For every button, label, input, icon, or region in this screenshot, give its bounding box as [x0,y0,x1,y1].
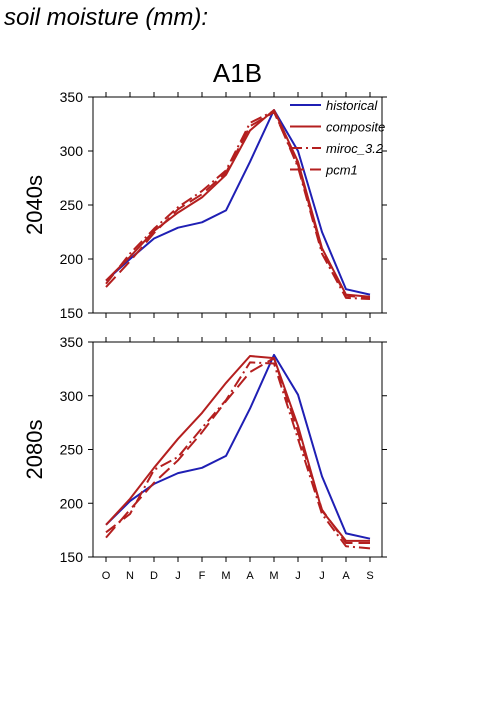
x-tick-label: J [175,570,181,582]
series-line-pcm1 [105,357,370,544]
y-axis-label: 2080s [22,420,47,480]
x-tick-label: D [150,570,158,582]
y-tick-label: 150 [60,549,84,565]
y-tick-label: 250 [60,442,84,458]
x-tick-label: S [366,570,373,582]
legend-label: pcm1 [325,163,358,178]
y-tick-label: 350 [60,89,84,105]
page-title: soil moisture (mm): [4,4,209,31]
series-line-pcm1 [105,111,371,299]
legend-label: miroc_3.2 [326,141,384,156]
series-line-composite [105,355,370,542]
series-line-composite [105,109,371,298]
panel-frame [92,341,383,558]
y-tick-label: 200 [60,251,84,267]
x-tick-label: M [221,570,230,582]
y-axis-label: 2040s [22,175,47,235]
x-tick-label: F [199,570,206,582]
x-tick-label: J [319,570,325,582]
x-tick-label: O [102,570,111,582]
y-tick-label: 300 [60,143,84,159]
x-tick-label: N [126,570,134,582]
chart-title: A1B [213,58,262,88]
x-tick-label: A [342,570,350,582]
x-tick-label: J [295,570,301,582]
y-tick-label: 200 [60,495,84,511]
series-line-miroc-3-2 [105,361,371,550]
series-line-miroc-3-2 [105,110,371,300]
y-tick-label: 350 [60,334,84,350]
y-tick-label: 250 [60,197,84,213]
legend-label: historical [326,98,378,113]
x-tick-label: M [269,570,278,582]
x-tick-label: A [246,570,254,582]
y-tick-label: 150 [60,305,84,321]
y-tick-label: 300 [60,388,84,404]
legend-label: composite [326,120,385,135]
series-line-historical [105,109,371,296]
